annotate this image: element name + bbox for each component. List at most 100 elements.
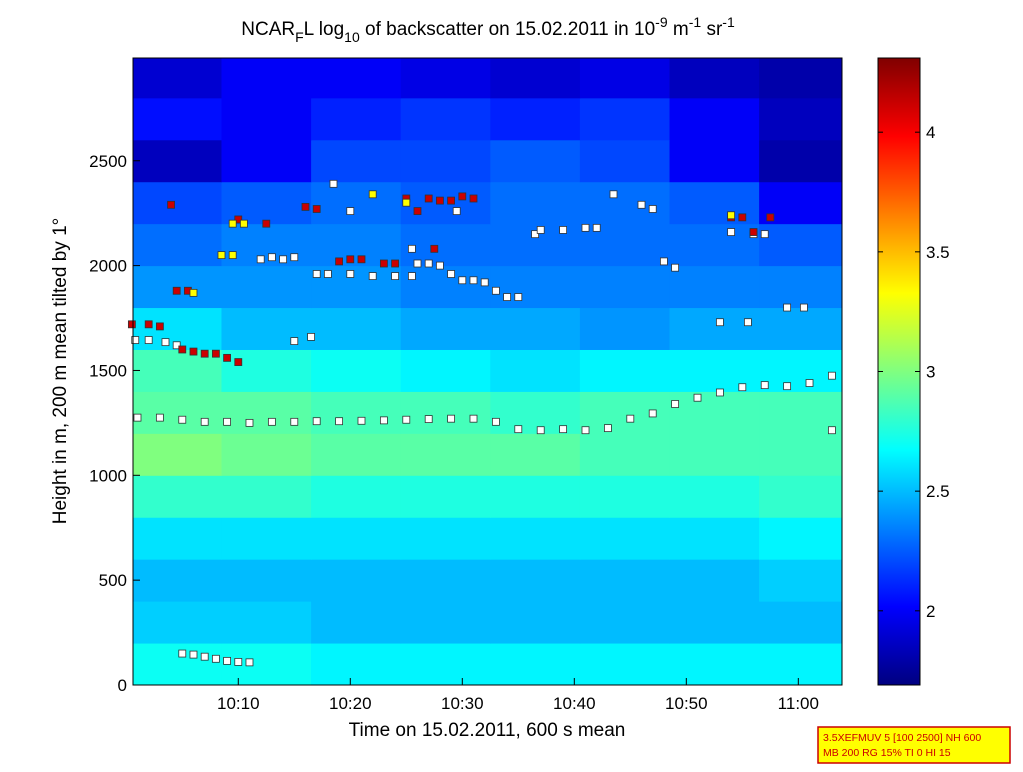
heat-cell [490, 643, 581, 685]
heat-cell [490, 265, 581, 309]
marker [604, 424, 612, 433]
heat-cell [579, 181, 671, 225]
heat-cell [669, 517, 760, 560]
heat-cell [759, 475, 842, 518]
heat-cell [490, 517, 581, 560]
ticks: 10:10 10:20 10:30 10:40 10:50 11:00 0 500 1000 15… [89, 152, 819, 713]
marker [279, 255, 287, 264]
y-axis-label: Height in m, 200 m mean tilted by 1° [50, 218, 71, 524]
x-tick-label: 10:30 [441, 694, 484, 713]
marker [234, 658, 243, 666]
marker [648, 409, 657, 418]
heat-cell [311, 139, 402, 183]
marker [760, 230, 769, 239]
marker [559, 226, 568, 234]
marker [492, 417, 500, 426]
x-tick-label: 10:20 [329, 694, 372, 713]
heat-cell [490, 58, 581, 99]
marker [693, 393, 702, 402]
marker [228, 251, 237, 260]
marker [144, 336, 153, 344]
heat-cell [579, 349, 671, 392]
heat-cell [400, 97, 491, 141]
heat-cell [490, 559, 581, 602]
heat-cell [311, 433, 402, 476]
marker [301, 202, 310, 211]
marker [217, 251, 226, 260]
marker [290, 253, 299, 262]
marker [559, 425, 568, 434]
marker [133, 413, 142, 422]
heat-cell [133, 349, 222, 392]
heat-cell [311, 58, 402, 99]
marker [424, 415, 433, 424]
colorbar [877, 57, 921, 686]
marker [531, 230, 540, 239]
heat-cell [400, 265, 491, 309]
heat-cell [669, 475, 760, 518]
marker [581, 426, 590, 435]
marker [609, 190, 618, 199]
marker [727, 228, 736, 236]
marker [267, 417, 276, 426]
marker [307, 332, 315, 341]
title-sub: F [295, 29, 304, 45]
heat-cell [221, 139, 312, 183]
heat-cell [579, 475, 671, 518]
marker [800, 303, 808, 312]
heat-cell [669, 97, 760, 141]
marker [469, 276, 478, 285]
heat-cell [669, 265, 760, 309]
marker [783, 303, 792, 312]
title-sup: -1 [722, 14, 735, 30]
heat-cell [221, 391, 312, 434]
x-tick-label: 10:50 [665, 694, 708, 713]
marker [536, 226, 545, 234]
heat-cell [490, 475, 581, 518]
marker [262, 219, 271, 228]
y-tick-label: 0 [118, 676, 127, 695]
heat-cell [759, 349, 842, 392]
heat-cell [311, 475, 402, 518]
marker [211, 654, 220, 663]
heat-cell [221, 265, 312, 309]
title-part: sr [701, 19, 723, 40]
heat-cell [579, 643, 671, 685]
heat-cell [490, 601, 581, 644]
y-tick-label: 1500 [89, 361, 127, 380]
marker [435, 196, 444, 205]
heat-cell [400, 307, 491, 350]
marker [178, 345, 187, 354]
marker [435, 261, 444, 270]
heat-cell [669, 139, 760, 183]
heat-cell [311, 181, 402, 225]
marker [469, 414, 478, 423]
marker [379, 259, 388, 268]
marker [155, 413, 164, 422]
marker [335, 257, 343, 266]
heat-cell [759, 139, 842, 183]
heat-cell [133, 433, 222, 476]
heat-cell [133, 517, 222, 560]
marker [178, 415, 187, 424]
marker [626, 414, 635, 423]
markers [127, 179, 836, 667]
title-sub: 10 [344, 29, 360, 45]
marker [391, 272, 399, 280]
heat-cell [490, 307, 581, 350]
marker [828, 426, 836, 435]
marker [346, 270, 355, 278]
marker [514, 425, 523, 434]
heat-cell [579, 97, 671, 141]
marker [783, 382, 792, 391]
marker [368, 190, 377, 199]
heat-cell [221, 97, 312, 141]
marker [648, 205, 657, 213]
heat-cell [133, 265, 222, 309]
y-tick-label: 500 [99, 571, 127, 590]
x-tick-label: 10:10 [217, 694, 260, 713]
marker [407, 272, 416, 280]
heat-cell [400, 643, 491, 685]
heat-cell [400, 517, 491, 560]
